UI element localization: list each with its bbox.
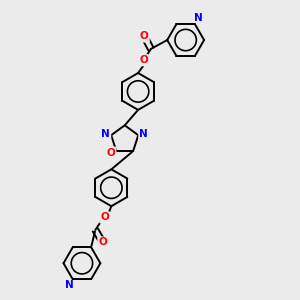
Text: N: N — [139, 129, 148, 139]
Text: O: O — [140, 32, 149, 41]
Text: N: N — [194, 13, 203, 23]
Text: O: O — [139, 55, 148, 65]
Text: N: N — [101, 129, 110, 139]
Text: O: O — [106, 148, 116, 158]
Text: O: O — [98, 237, 107, 248]
Text: O: O — [100, 212, 109, 223]
Text: N: N — [65, 280, 74, 290]
